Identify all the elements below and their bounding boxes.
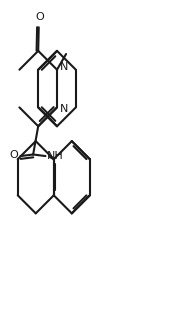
Text: O: O: [9, 150, 18, 160]
Text: N: N: [60, 104, 68, 114]
Text: N: N: [60, 62, 68, 72]
Text: NH: NH: [47, 151, 64, 161]
Text: O: O: [35, 12, 44, 22]
